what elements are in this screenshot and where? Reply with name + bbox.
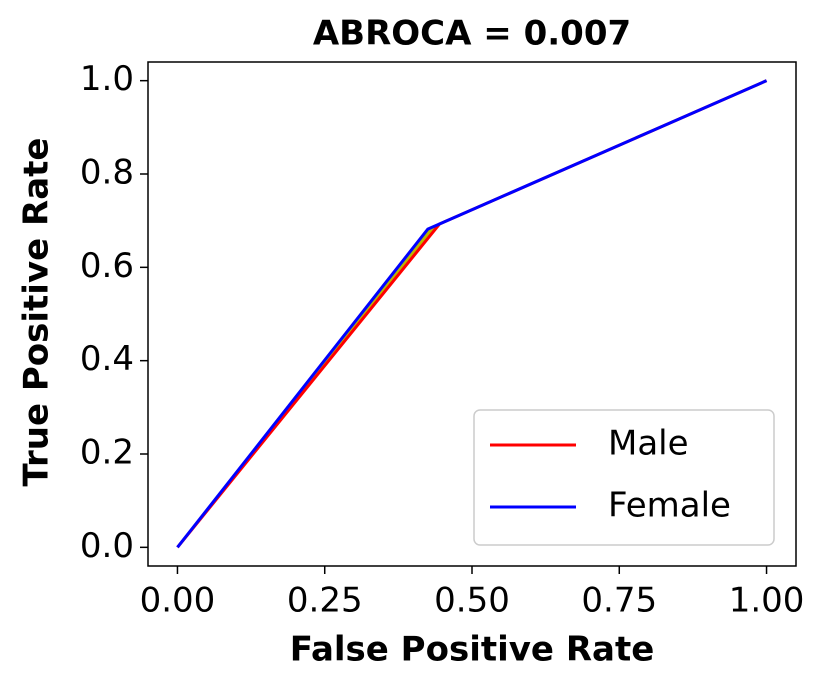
y-tick-label: 0.2: [80, 433, 134, 473]
chart-title: ABROCA = 0.007: [313, 14, 631, 54]
y-tick-label: 0.6: [80, 246, 134, 286]
y-tick-label: 0.0: [80, 526, 134, 566]
x-axis-label: False Positive Rate: [290, 630, 655, 670]
legend-label: Female: [608, 486, 731, 526]
line-series: [176, 79, 768, 549]
legend-label: Male: [608, 424, 689, 464]
axes-frame: [147, 61, 797, 567]
y-axis-label: True Positive Rate: [17, 138, 57, 487]
y-tick-label: 0.8: [80, 153, 134, 193]
y-tick-label: 0.4: [80, 339, 134, 379]
x-tick-label: 0.00: [140, 581, 216, 621]
x-tick-label: 0.50: [434, 581, 510, 621]
x-tick-label: 0.25: [287, 581, 363, 621]
y-tick-label: 1.0: [80, 59, 134, 99]
x-tick-label: 0.75: [581, 581, 657, 621]
x-tick-label: 1.00: [729, 581, 805, 621]
